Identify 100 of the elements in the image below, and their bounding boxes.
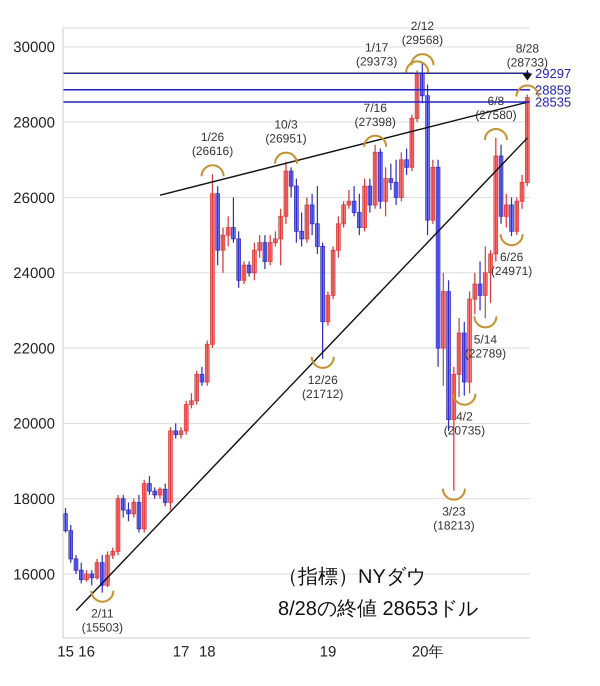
candlestick bbox=[288, 166, 294, 198]
candlestick bbox=[346, 189, 352, 210]
x-tick-label: 17 bbox=[172, 644, 190, 661]
candlestick bbox=[352, 186, 356, 217]
candlestick bbox=[362, 178, 367, 232]
y-tick-label: 24000 bbox=[13, 265, 55, 282]
candlestick bbox=[456, 317, 462, 398]
candlestick bbox=[304, 196, 310, 244]
candlestick bbox=[74, 554, 78, 575]
candlestick bbox=[326, 290, 330, 326]
candlestick bbox=[430, 159, 436, 224]
candlestick bbox=[89, 570, 94, 586]
x-tick-label: 18 bbox=[198, 644, 216, 661]
candlestick bbox=[509, 196, 514, 237]
candlestick bbox=[330, 246, 336, 300]
candlestick bbox=[162, 483, 168, 507]
candlestick bbox=[84, 570, 89, 582]
candlestick bbox=[210, 174, 215, 349]
candlestick bbox=[220, 226, 226, 274]
annotation: 12/26 (21712) bbox=[302, 372, 344, 401]
candlestick bbox=[341, 200, 346, 228]
candlestick bbox=[504, 193, 509, 228]
x-tick-label: 19 bbox=[320, 644, 336, 661]
candlestick bbox=[105, 550, 110, 588]
candlestick bbox=[173, 422, 178, 440]
candlestick bbox=[194, 370, 199, 406]
candlestick bbox=[215, 186, 220, 266]
candlestick bbox=[472, 272, 478, 315]
annotation: 2/11 (15503) bbox=[82, 606, 124, 635]
text: 8/28の終値 28653ドル bbox=[278, 598, 478, 620]
candlestick bbox=[246, 260, 252, 278]
candlestick bbox=[116, 494, 120, 556]
candlestick bbox=[394, 159, 398, 206]
annotation: 2/12 (29568) bbox=[402, 19, 444, 48]
candlestick bbox=[120, 494, 126, 518]
candlestick bbox=[94, 558, 100, 580]
candlestick bbox=[399, 152, 404, 202]
candlestick bbox=[268, 234, 272, 266]
candlestick bbox=[520, 174, 524, 210]
candlestick bbox=[284, 161, 288, 224]
y-tick-label: 20000 bbox=[13, 416, 55, 433]
candlestick bbox=[404, 148, 409, 176]
candlestick bbox=[483, 246, 488, 319]
annotation: 6/26 (24971) bbox=[490, 250, 532, 278]
candlestick bbox=[200, 366, 204, 386]
candlestick bbox=[168, 426, 173, 511]
annotation: 1/17 (29373) bbox=[356, 40, 398, 68]
candlestick bbox=[178, 426, 184, 440]
candlestick bbox=[126, 502, 131, 522]
candlestick bbox=[100, 554, 105, 594]
candlestick bbox=[436, 159, 440, 368]
candlestick bbox=[372, 144, 378, 210]
candlestick bbox=[63, 507, 68, 534]
y-tick-label: 18000 bbox=[13, 491, 55, 508]
candlestick bbox=[257, 234, 262, 258]
candlestick bbox=[226, 216, 230, 247]
y-tick-label: 26000 bbox=[13, 190, 55, 207]
y-tick-label: 16000 bbox=[13, 566, 55, 584]
candlestick bbox=[315, 186, 320, 255]
candlestick bbox=[410, 114, 414, 172]
candlestick bbox=[388, 162, 394, 191]
candlestick bbox=[425, 84, 430, 236]
candlestick bbox=[383, 166, 388, 217]
annotation: 10/3 (26951) bbox=[265, 118, 307, 146]
candlestick bbox=[320, 242, 325, 360]
candlestick bbox=[368, 178, 372, 214]
x-tick-label: 15 bbox=[57, 644, 74, 661]
candlestick bbox=[142, 479, 146, 534]
text: （指標）NYダウ bbox=[278, 566, 426, 588]
candlestick bbox=[514, 196, 520, 236]
candlestick bbox=[278, 208, 283, 266]
candlestick bbox=[131, 498, 136, 518]
candlestick bbox=[493, 137, 498, 262]
annotation: 3/23 (18213) bbox=[433, 504, 475, 533]
candlestick bbox=[524, 94, 530, 187]
candlestick bbox=[294, 178, 299, 244]
candlestick bbox=[189, 392, 194, 409]
annotation: 1/26 (26616) bbox=[192, 130, 234, 158]
candlestick bbox=[147, 475, 152, 496]
candlestick bbox=[357, 193, 362, 236]
candlestick bbox=[273, 230, 278, 247]
candlestick bbox=[136, 494, 142, 534]
candlestick bbox=[441, 272, 446, 386]
y-tick-label: 30000 bbox=[13, 39, 55, 56]
ref-line-label: 28535 bbox=[535, 94, 572, 110]
candlestick bbox=[236, 230, 241, 288]
y-tick-label: 28000 bbox=[13, 114, 55, 132]
candlestick bbox=[204, 340, 210, 386]
candlestick bbox=[158, 486, 162, 500]
candlestick bbox=[478, 260, 482, 312]
candlestick bbox=[78, 562, 84, 584]
x-tick-label: 16 bbox=[78, 644, 95, 661]
y-tick-label: 22000 bbox=[13, 340, 55, 358]
candlestick bbox=[488, 250, 493, 304]
candlestick bbox=[252, 242, 257, 281]
candlestick bbox=[336, 216, 341, 258]
candlestick bbox=[262, 234, 268, 270]
candlestick bbox=[231, 196, 236, 244]
candlestick bbox=[242, 260, 246, 285]
ref-line-label: 28859 bbox=[535, 82, 572, 98]
